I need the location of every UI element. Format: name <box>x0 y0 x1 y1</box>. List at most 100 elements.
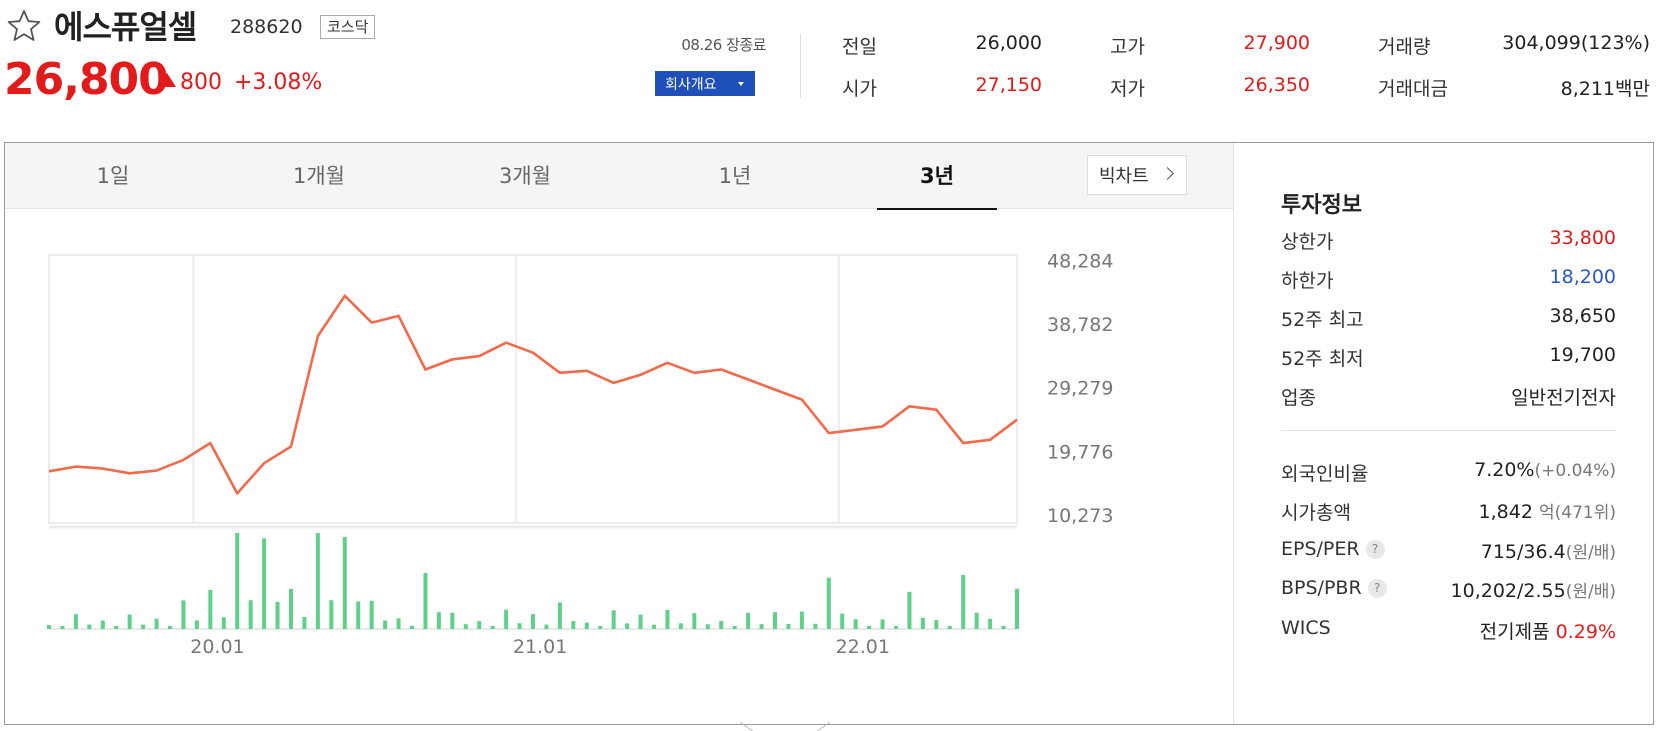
bps-pbr-row: BPS/PBR? 10,202/2.55(원/배) <box>1281 577 1616 605</box>
bps-pbr-unit: (원/배) <box>1565 582 1616 602</box>
w52-high-label: 52주 최고 <box>1281 309 1364 331</box>
volume-bar <box>410 625 414 629</box>
tab-3m[interactable]: 3개월 <box>498 164 551 188</box>
high-label: 고가 <box>1110 36 1145 58</box>
upper-limit-value: 33,800 <box>1549 227 1616 249</box>
volume-bar <box>100 620 105 629</box>
volume-bar <box>638 614 643 629</box>
trade-amount-label: 거래대금 <box>1378 78 1448 100</box>
tab-1d[interactable]: 1일 <box>96 164 130 188</box>
volume-bar <box>867 626 872 629</box>
volume-bar <box>853 619 858 629</box>
x-axis-labels: 20.01 21.01 22.01 <box>190 636 890 658</box>
volume-bar <box>571 621 576 629</box>
open-label: 시가 <box>842 78 877 100</box>
header-divider <box>800 34 801 98</box>
big-chart-label: 빅차트 <box>1099 166 1149 187</box>
investment-info-title: 투자정보 <box>1281 193 1362 218</box>
star-outline-icon[interactable] <box>6 8 42 44</box>
market-badge: 코스닥 <box>320 15 376 39</box>
volume-bar <box>423 573 428 629</box>
lower-limit-label: 하한가 <box>1281 270 1334 292</box>
foreign-ratio-row: 외국인비율 7.20%(+0.04%) <box>1281 459 1616 487</box>
lower-limit-row: 하한가 18,200 <box>1281 266 1616 294</box>
w52-high-value: 38,650 <box>1549 305 1616 327</box>
y-axis-labels: 48,284 38,782 29,279 19,776 10,273 <box>1047 250 1113 527</box>
foreign-ratio-number: 7.20% <box>1474 459 1535 481</box>
volume-bar <box>988 618 993 629</box>
eps-per-row: EPS/PER? 715/36.4(원/배) <box>1281 538 1616 566</box>
volume-bar <box>840 613 845 629</box>
price-change: 800 <box>180 70 222 95</box>
volume-bar <box>463 624 468 629</box>
volume-bar <box>315 533 320 629</box>
tab-1y[interactable]: 1년 <box>718 164 752 188</box>
company-overview-button[interactable]: 회사개요 <box>655 71 755 96</box>
volume-bar <box>289 588 293 629</box>
bps-pbr-text: BPS/PBR <box>1281 577 1362 599</box>
volume-bar <box>114 626 119 629</box>
volume-bar <box>786 623 791 629</box>
volume-label: 거래량 <box>1378 36 1431 58</box>
bps-pbr-number: 10,202/2.55 <box>1450 580 1566 602</box>
volume-bar <box>342 537 347 629</box>
volume-bar <box>961 575 966 629</box>
volume-bar <box>87 624 92 629</box>
market-cap-label: 시가총액 <box>1281 502 1351 524</box>
volume-bar <box>625 623 630 629</box>
big-chart-button[interactable]: 빅차트 <box>1087 155 1187 195</box>
trade-amount-value: 8,211백만 <box>1470 74 1650 101</box>
volume-bar <box>221 617 226 629</box>
w52-low-row: 52주 최저 19,700 <box>1281 344 1616 372</box>
upper-limit-row: 상한가 33,800 <box>1281 227 1616 255</box>
market-cap-unit: 억 <box>1539 503 1555 523</box>
help-icon[interactable]: ? <box>1365 540 1385 559</box>
volume-bar <box>584 622 589 629</box>
stock-code: 288620 <box>230 16 303 38</box>
industry-row: 업종 일반전기전자 <box>1281 383 1616 411</box>
volume-bar <box>194 620 199 629</box>
market-cap-number: 1,842 <box>1478 501 1533 523</box>
volume-bar <box>557 602 562 629</box>
w52-high-row: 52주 최고 38,650 <box>1281 305 1616 333</box>
volume-bar <box>356 601 361 629</box>
volume-bar <box>813 623 818 629</box>
volume-bar <box>544 624 549 629</box>
x-tick-label: 22.01 <box>836 636 890 658</box>
price-line-group <box>48 294 1018 495</box>
investment-info: 투자정보 상한가 33,800 하한가 18,200 52주 최고 38,650… <box>1233 143 1653 724</box>
high-value: 27,900 <box>1243 32 1310 54</box>
low-label: 저가 <box>1110 78 1145 100</box>
prev-close-value: 26,000 <box>975 32 1042 54</box>
lower-limit-value: 18,200 <box>1549 266 1616 288</box>
price-chart: 48,284 38,782 29,279 19,776 10,273 20.01 21.0… <box>47 250 1113 658</box>
volume-bar <box>692 613 697 629</box>
volume-bar <box>719 620 724 629</box>
chart-panel: 1일 1개월 3개월 1년 3년 빅차트 48,284 38,782 29,279 1… <box>4 142 1654 725</box>
help-icon[interactable]: ? <box>1367 579 1387 598</box>
market-cap-row: 시가총액 1,842 억(471위) <box>1281 498 1616 526</box>
tab-3y[interactable]: 3년 <box>877 143 997 210</box>
collapse-handle-icon[interactable] <box>740 722 830 731</box>
x-tick-label: 20.01 <box>190 636 244 658</box>
w52-low-value: 19,700 <box>1549 344 1616 366</box>
volume-bar <box>517 623 522 629</box>
industry-value[interactable]: 일반전기전자 <box>1511 387 1616 409</box>
price-change-rate: +3.08% <box>234 70 323 95</box>
wics-rate: 0.29% <box>1555 621 1616 643</box>
volume-bar <box>369 600 374 629</box>
eps-per-value: 715/36.4(원/배) <box>1481 538 1616 563</box>
volume-bar <box>450 612 455 629</box>
tab-1m[interactable]: 1개월 <box>292 164 345 188</box>
volume-bar <box>665 610 670 629</box>
caret-down-icon <box>738 82 744 86</box>
wics-sector[interactable]: 전기제품 <box>1479 621 1550 643</box>
y-tick-label: 10,273 <box>1047 505 1113 527</box>
trade-amount-unit: 백만 <box>1615 78 1650 100</box>
open-value: 27,150 <box>975 74 1042 96</box>
volume-bar <box>759 624 764 629</box>
volume-bar <box>531 614 535 629</box>
prev-close-label: 전일 <box>842 36 877 58</box>
volume-bars <box>47 533 1019 629</box>
volume-bar <box>60 626 65 629</box>
